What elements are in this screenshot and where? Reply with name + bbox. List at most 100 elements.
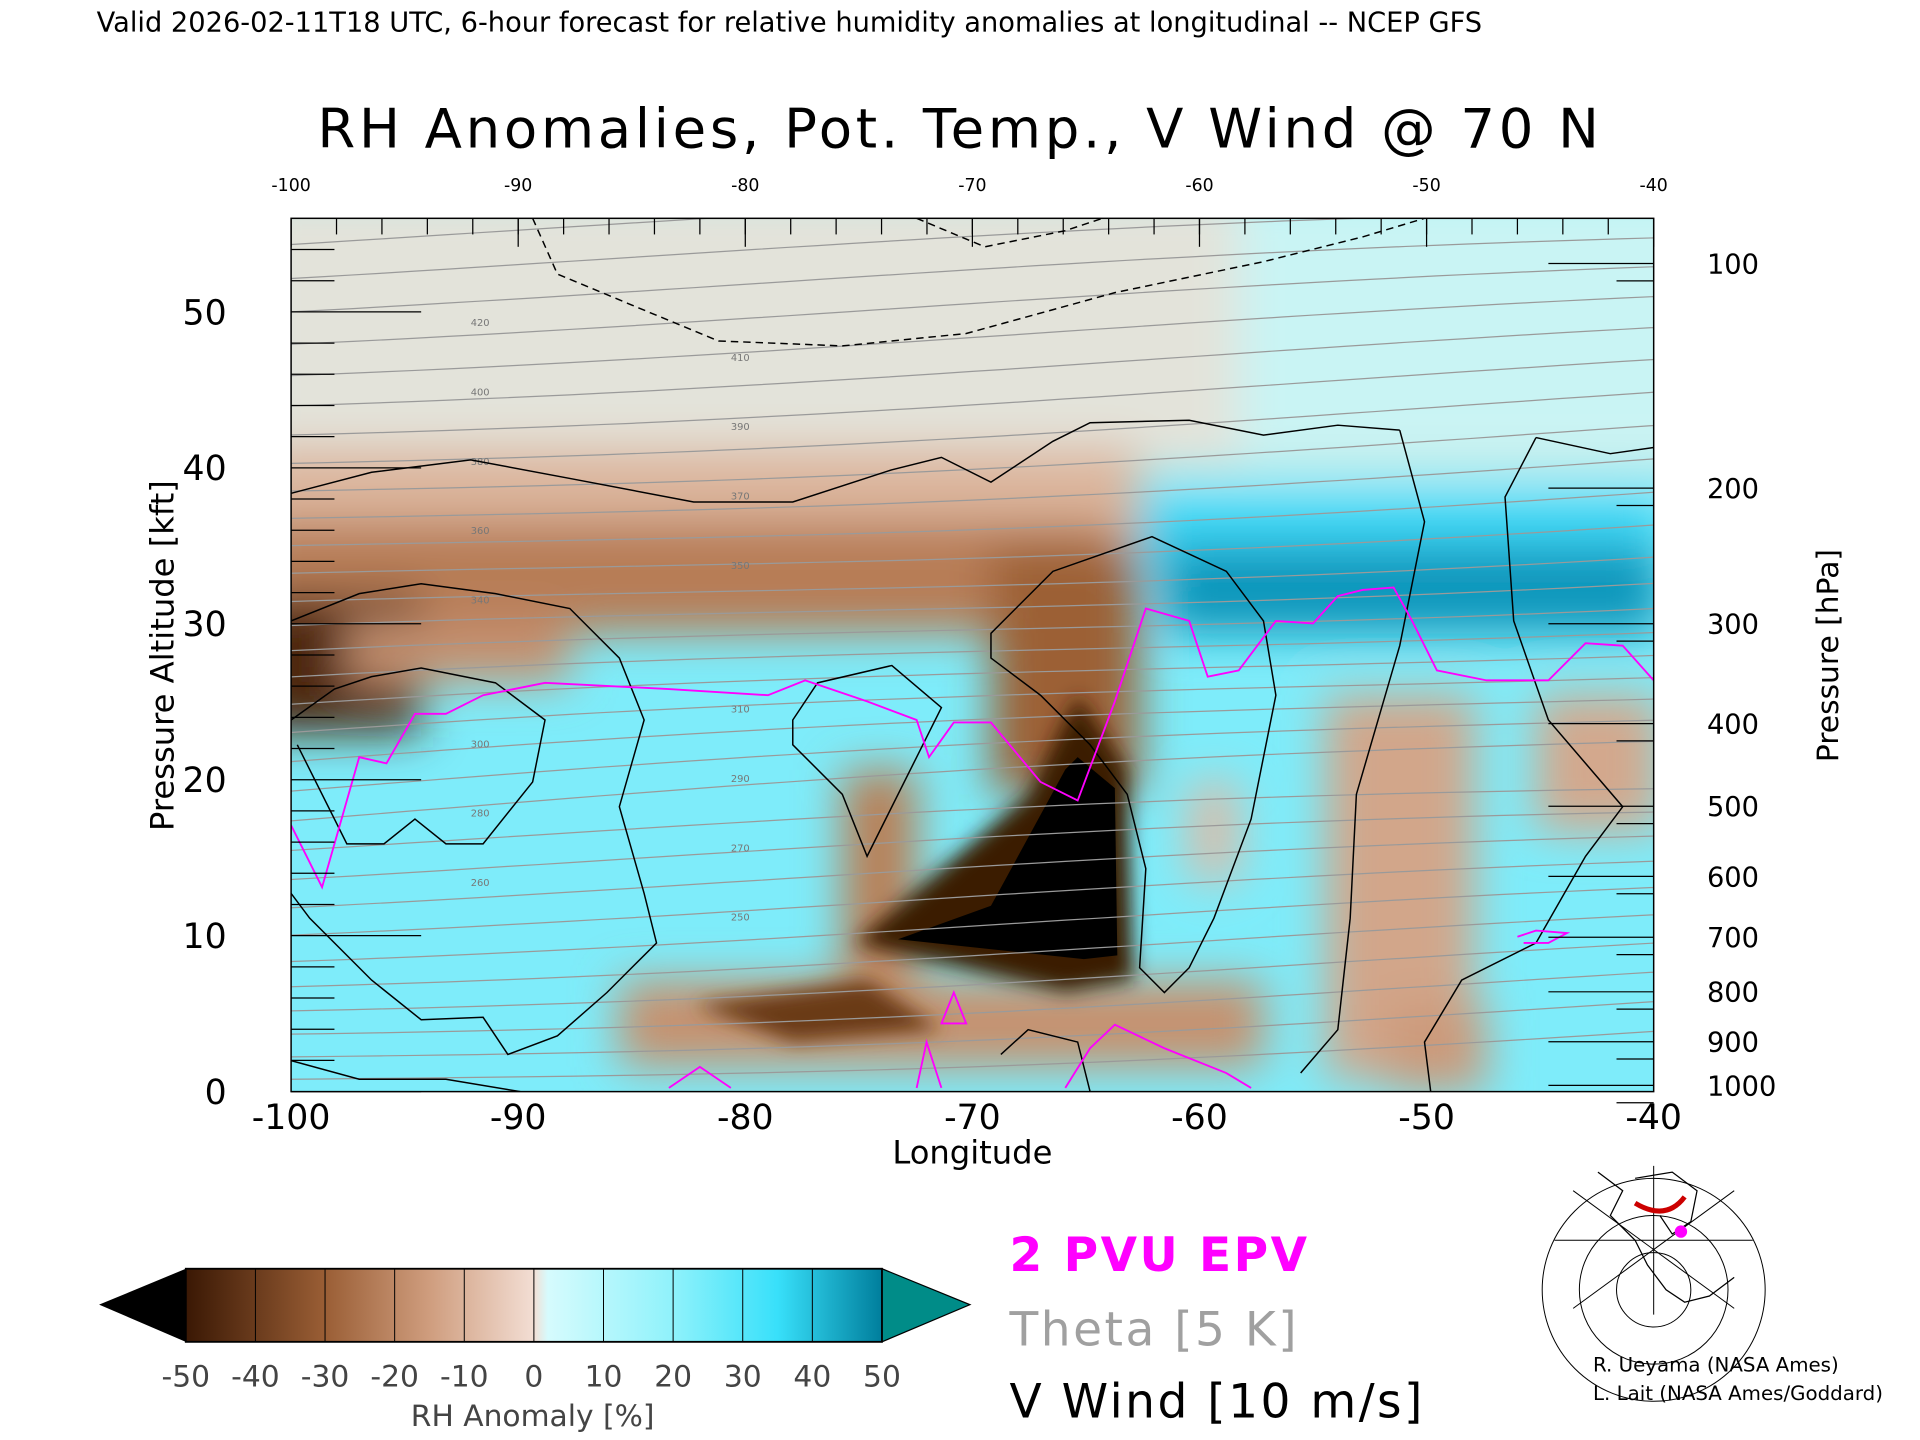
colorbar: -50 -40 -30 -20 -10 0 10 20 30 40 50 RH Anomaly [%…: [99, 1267, 972, 1434]
theta-contour-line: [291, 677, 1654, 734]
chart-title: RH Anomalies, Pot. Temp., V Wind @ 70 N: [317, 97, 1602, 161]
credit-line-1: R. Ueyama (NASA Ames): [1593, 1354, 1839, 1377]
y-right-tick-label: 500: [1707, 792, 1759, 823]
x-tick-label: -100: [252, 1098, 331, 1138]
y-right-tick-label: 700: [1707, 923, 1759, 954]
theta-contour-line: [291, 811, 1654, 881]
x-tick-label: -40: [1625, 1098, 1682, 1138]
theta-contour-line: [291, 942, 1654, 1012]
top-x-tick-label: -40: [1640, 176, 1668, 196]
theta-contour-line: [291, 1030, 1654, 1080]
theta-contours: 4204104003903803703603503403103002902802…: [291, 218, 1654, 1080]
theta-contour-label: 400: [471, 387, 490, 398]
theta-contour-line: [291, 295, 1654, 377]
y-left-tick-label: 0: [205, 1073, 227, 1113]
colorbar-tick-label: -30: [301, 1359, 350, 1394]
theta-contour-line: [291, 582, 1654, 627]
top-x-tick-label: -90: [504, 176, 532, 196]
theta-contour-line: [291, 860, 1654, 936]
theta-contour-line: [291, 698, 1654, 763]
colorbar-tick-label: -10: [440, 1359, 489, 1394]
colorbar-tick-label: 30: [724, 1359, 762, 1394]
y-right-tick-label: 800: [1707, 978, 1759, 1009]
theta-contour-line: [291, 524, 1654, 574]
x-tick-label: -50: [1398, 1098, 1455, 1138]
credit-line-2: L. Lait (NASA Ames/Goddard): [1593, 1382, 1883, 1405]
axes: -100 -100 -90 -90 -80 -80 -70 -70 -60 -60 -50 -50 -4…: [183, 176, 1777, 1138]
rh-anomaly-field: 4204104003903803703603503403103002902802…: [291, 218, 1654, 1092]
x-tick-label: -60: [1171, 1098, 1228, 1138]
legend-v-wind: V Wind [10 m/s]: [1010, 1374, 1425, 1429]
theta-contour-line: [291, 719, 1654, 792]
y-left-tick-label: 50: [183, 293, 227, 333]
y-right-tick-label: 1000: [1707, 1071, 1776, 1102]
colorbar-low-triangle: [99, 1268, 186, 1342]
theta-contour-line: [291, 326, 1654, 407]
theta-contour-line: [291, 788, 1654, 852]
colorbar-tick-label: 10: [585, 1359, 623, 1394]
y-axis-left-label: Pressure Altitude [kft]: [143, 480, 181, 831]
legend-theta: Theta [5 K]: [1009, 1303, 1300, 1358]
theta-contour-line: [291, 458, 1654, 519]
theta-contour-label: 390: [731, 422, 750, 433]
theta-contour-line: [291, 886, 1654, 963]
theta-contour-label: 290: [731, 774, 750, 785]
theta-contour-label: 310: [731, 705, 750, 716]
inset-location-map: [1541, 1165, 1766, 1402]
y-right-tick-label: 300: [1707, 610, 1759, 641]
theta-contour-line: [291, 391, 1654, 464]
theta-contour-line: [291, 491, 1654, 547]
theta-contour-label: 250: [731, 913, 750, 924]
x-tick-label: -80: [717, 1098, 774, 1138]
x-tick-label: -90: [490, 1098, 547, 1138]
y-right-tick-label: 400: [1707, 709, 1759, 740]
theta-contour-line: [291, 835, 1654, 909]
theta-contour-label: 270: [731, 843, 750, 854]
colorbar-tick-label: 50: [863, 1359, 901, 1394]
legend-epv: 2 PVU EPV: [1010, 1228, 1310, 1283]
theta-contour-label: 350: [731, 561, 750, 572]
y-left-tick-label: 10: [183, 917, 227, 957]
theta-contour-label: 340: [471, 596, 490, 607]
y-right-tick-label: 600: [1707, 862, 1759, 893]
colorbar-tick-label: 0: [524, 1359, 543, 1394]
theta-contour-label: 420: [471, 318, 490, 329]
y-right-tick-label: 200: [1707, 474, 1759, 505]
theta-contour-line: [291, 607, 1654, 652]
extreme-dry-region: [898, 757, 1118, 960]
theta-contour-line: [291, 631, 1654, 678]
theta-contour-label: 370: [731, 492, 750, 503]
theta-contour-line: [291, 654, 1654, 705]
y-left-tick-label: 20: [183, 761, 227, 801]
colorbar-tick-label: -40: [231, 1359, 280, 1394]
y-right-tick-label: 900: [1707, 1028, 1759, 1059]
theta-contour-line: [291, 424, 1654, 492]
y-right-tick-label: 100: [1707, 249, 1759, 280]
y-left-tick-label: 40: [183, 449, 227, 489]
x-tick-label: -70: [944, 1098, 1001, 1138]
theta-contour-label: 280: [471, 809, 490, 820]
top-x-tick-label: -50: [1412, 176, 1440, 196]
valid-time-header: Valid 2026-02-11T18 UTC, 6-hour forecast…: [97, 7, 1482, 38]
colorbar-tick-label: -20: [370, 1359, 419, 1394]
theta-contour-label: 360: [471, 526, 490, 537]
y-axis-right-label: Pressure [hPa]: [1811, 549, 1846, 762]
epv-2pvu-contour: [291, 586, 1654, 1089]
v-wind-contours: [291, 218, 1654, 1092]
theta-contour-line: [291, 266, 1654, 345]
top-x-tick-label: -80: [731, 176, 759, 196]
theta-contour-line: [291, 556, 1654, 603]
y-left-tick-label: 30: [183, 605, 227, 645]
theta-contour-label: 410: [731, 353, 750, 364]
top-x-tick-label: -70: [958, 176, 986, 196]
theta-contour-line: [291, 1001, 1654, 1058]
colorbar-high-triangle: [881, 1267, 972, 1343]
theta-contour-line: [291, 971, 1654, 1035]
theta-contour-line: [291, 740, 1654, 822]
colorbar-tick-label: 40: [793, 1359, 831, 1394]
theta-contour-line: [291, 358, 1654, 436]
x-axis-label: Longitude: [892, 1133, 1052, 1171]
theta-contour-label: 300: [471, 739, 490, 750]
colorbar-label: RH Anomaly [%]: [411, 1399, 655, 1434]
